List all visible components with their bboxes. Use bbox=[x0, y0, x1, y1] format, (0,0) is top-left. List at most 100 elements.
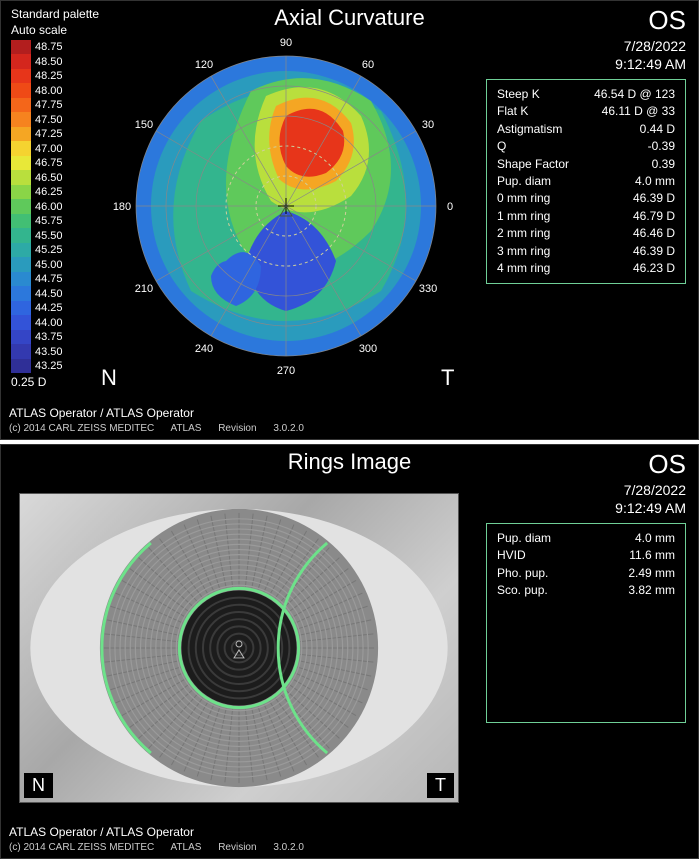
nasal-label: N bbox=[24, 773, 53, 798]
legend-row: 44.00 bbox=[11, 315, 99, 330]
timestamp: 7/28/2022 9:12:49 AM bbox=[615, 481, 686, 517]
legend-value: 47.00 bbox=[35, 143, 63, 155]
rings-image[interactable]: N T bbox=[19, 493, 459, 803]
legend-row: 48.25 bbox=[11, 69, 99, 84]
metric-row: Pup. diam4.0 mm bbox=[497, 173, 675, 190]
legend-row: 45.50 bbox=[11, 228, 99, 243]
svg-text:150: 150 bbox=[135, 119, 153, 131]
date-label: 7/28/2022 bbox=[615, 37, 686, 55]
metric-key: Pho. pup. bbox=[497, 565, 548, 582]
legend-swatch bbox=[11, 54, 31, 69]
metric-value: 46.39 D bbox=[633, 190, 675, 207]
metric-value: 4.0 mm bbox=[635, 173, 675, 190]
metric-value: 3.82 mm bbox=[628, 582, 675, 599]
legend-swatch bbox=[11, 69, 31, 84]
metric-value: 0.39 bbox=[652, 156, 675, 173]
legend-value: 45.00 bbox=[35, 259, 63, 271]
panel-title: Axial Curvature bbox=[1, 1, 698, 31]
legend-value: 43.75 bbox=[35, 331, 63, 343]
metric-value: -0.39 bbox=[648, 138, 675, 155]
svg-text:300: 300 bbox=[359, 343, 377, 355]
metric-value: 4.0 mm bbox=[635, 530, 675, 547]
metric-value: 46.23 D bbox=[633, 260, 675, 277]
legend-value: 47.75 bbox=[35, 99, 63, 111]
time-label: 9:12:49 AM bbox=[615, 55, 686, 73]
legend-swatch bbox=[11, 315, 31, 330]
metric-row: Astigmatism0.44 D bbox=[497, 121, 675, 138]
legend-step: 0.25 D bbox=[11, 375, 99, 389]
legend-value: 46.25 bbox=[35, 186, 63, 198]
metric-value: 46.79 D bbox=[633, 208, 675, 225]
timestamp: 7/28/2022 9:12:49 AM bbox=[615, 37, 686, 73]
color-legend: Standard palette Auto scale 48.7548.5048… bbox=[11, 7, 99, 389]
svg-text:30: 30 bbox=[422, 119, 434, 131]
metric-row: HVID 11.6 mm bbox=[497, 547, 675, 564]
topography-map[interactable]: 0306090120150180210240270300330 bbox=[111, 31, 461, 381]
metric-row: Pup. diam4.0 mm bbox=[497, 530, 675, 547]
legend-value: 48.50 bbox=[35, 56, 63, 68]
sw-name: ATLAS bbox=[170, 842, 201, 853]
legend-swatch bbox=[11, 257, 31, 272]
sw-rev-label: Revision bbox=[218, 423, 256, 434]
legend-swatch bbox=[11, 272, 31, 287]
metric-key: Sco. pup. bbox=[497, 582, 548, 599]
panel-footer: ATLAS Operator / ATLAS Operator (c) 2014… bbox=[9, 405, 318, 435]
svg-text:180: 180 bbox=[113, 201, 131, 213]
operator-line: ATLAS Operator / ATLAS Operator bbox=[9, 405, 318, 421]
legend-swatch bbox=[11, 141, 31, 156]
svg-text:270: 270 bbox=[277, 365, 295, 377]
legend-row: 48.50 bbox=[11, 54, 99, 69]
metric-value: 0.44 D bbox=[640, 121, 675, 138]
metric-key: HVID bbox=[497, 547, 526, 564]
legend-swatch bbox=[11, 156, 31, 171]
metric-row: Sco. pup. 3.82 mm bbox=[497, 582, 675, 599]
legend-value: 47.25 bbox=[35, 128, 63, 140]
legend-value: 44.25 bbox=[35, 302, 63, 314]
legend-value: 44.00 bbox=[35, 317, 63, 329]
keratometry-data: Steep K46.54 D @ 123Flat K46.11 D @ 33As… bbox=[486, 79, 686, 284]
metric-value: 11.6 mm bbox=[629, 547, 675, 564]
legend-row: 44.50 bbox=[11, 286, 99, 301]
legend-swatch bbox=[11, 40, 31, 55]
legend-value: 45.75 bbox=[35, 215, 63, 227]
metric-key: 0 mm ring bbox=[497, 190, 550, 207]
legend-swatch bbox=[11, 330, 31, 345]
metric-row: 1 mm ring46.79 D bbox=[497, 208, 675, 225]
legend-value: 43.50 bbox=[35, 346, 63, 358]
legend-row: 43.75 bbox=[11, 330, 99, 345]
legend-row: 48.75 bbox=[11, 40, 99, 55]
metric-key: Flat K bbox=[497, 103, 528, 120]
legend-swatch bbox=[11, 228, 31, 243]
date-label: 7/28/2022 bbox=[615, 481, 686, 499]
legend-swatch bbox=[11, 344, 31, 359]
rings-image-panel: Rings Image OS 7/28/2022 9:12:49 AM N T … bbox=[0, 444, 699, 859]
svg-text:240: 240 bbox=[195, 343, 213, 355]
metric-key: Steep K bbox=[497, 86, 540, 103]
metric-key: Shape Factor bbox=[497, 156, 569, 173]
sw-name: ATLAS bbox=[170, 423, 201, 434]
legend-row: 46.50 bbox=[11, 170, 99, 185]
sw-rev-label: Revision bbox=[218, 842, 256, 853]
metric-row: 0 mm ring 46.39 D bbox=[497, 190, 675, 207]
metric-key: 2 mm ring bbox=[497, 225, 550, 242]
metric-value: 46.54 D @ 123 bbox=[594, 86, 675, 103]
legend-swatch bbox=[11, 170, 31, 185]
svg-text:210: 210 bbox=[135, 283, 153, 295]
metric-row: Pho. pup.2.49 mm bbox=[497, 565, 675, 582]
legend-row: 43.50 bbox=[11, 344, 99, 359]
metric-key: Q bbox=[497, 138, 506, 155]
legend-swatch bbox=[11, 185, 31, 200]
legend-value: 48.25 bbox=[35, 70, 63, 82]
metric-row: Q -0.39 bbox=[497, 138, 675, 155]
copyright: (c) 2014 CARL ZEISS MEDITEC bbox=[9, 423, 154, 434]
legend-swatch bbox=[11, 286, 31, 301]
copyright: (c) 2014 CARL ZEISS MEDITEC bbox=[9, 842, 154, 853]
legend-row: 43.25 bbox=[11, 359, 99, 374]
legend-row: 47.25 bbox=[11, 127, 99, 142]
legend-row: 47.75 bbox=[11, 98, 99, 113]
metric-row: 3 mm ring46.39 D bbox=[497, 243, 675, 260]
legend-value: 46.75 bbox=[35, 157, 63, 169]
legend-row: 48.00 bbox=[11, 83, 99, 98]
legend-row: 45.75 bbox=[11, 214, 99, 229]
legend-value: 43.25 bbox=[35, 360, 63, 372]
